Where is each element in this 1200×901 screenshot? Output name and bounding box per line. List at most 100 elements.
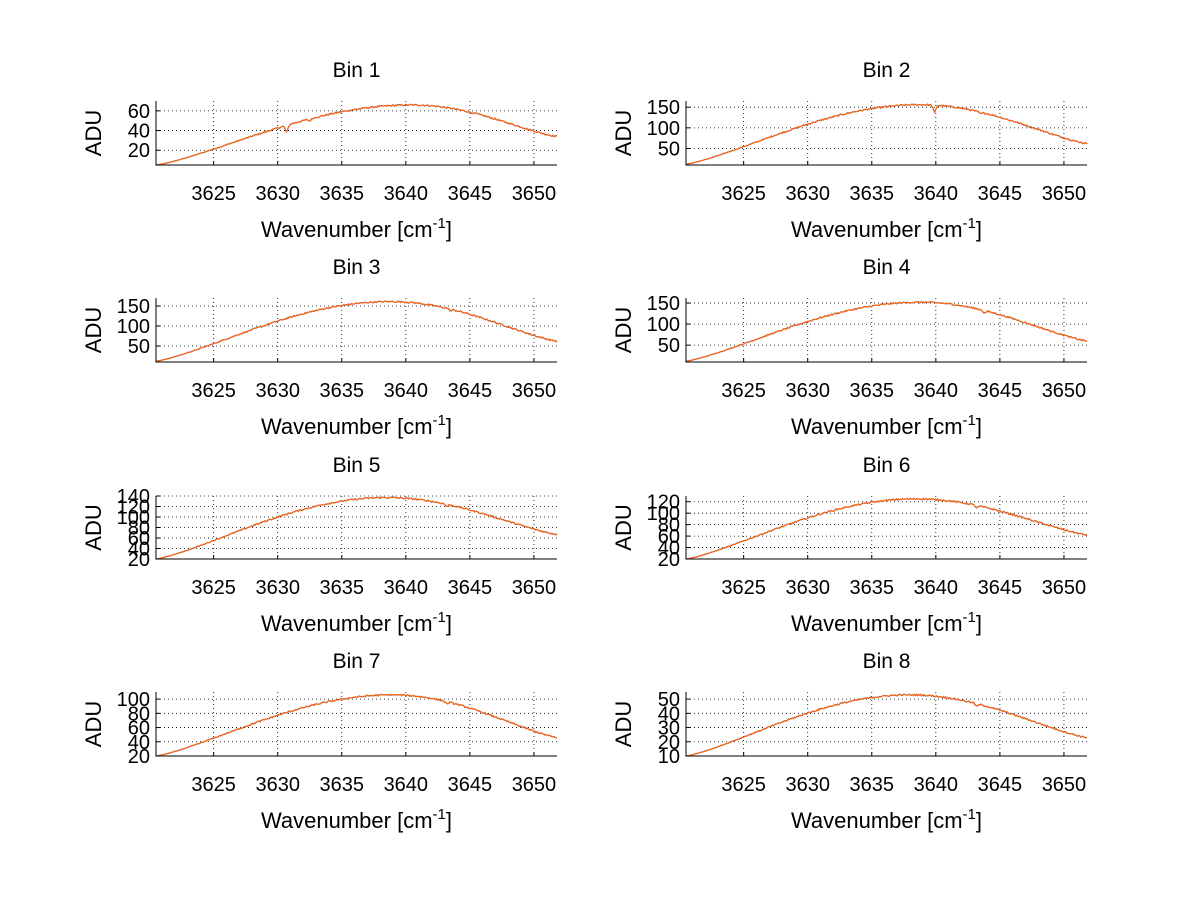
x-tick-label: 3640	[914, 577, 959, 599]
x-tick-label: 3625	[721, 774, 766, 796]
x-tick-label: 3625	[721, 380, 766, 402]
data-line	[685, 497, 1088, 560]
y-tick-label: 100	[647, 503, 680, 525]
x-tick-label: 3640	[914, 183, 959, 205]
x-tick-label: 3645	[978, 183, 1023, 205]
x-tick-label: 3635	[320, 183, 365, 205]
x-tick-label: 3645	[448, 774, 493, 796]
y-tick-label: 10	[658, 746, 680, 768]
data-line-secondary	[155, 103, 558, 166]
panel-title: Bin 2	[863, 59, 911, 82]
x-tick-label: 3635	[320, 380, 365, 402]
x-tick-label: 3650	[1042, 577, 1087, 599]
x-tick-label: 3635	[850, 577, 895, 599]
y-tick-label: 40	[128, 121, 150, 143]
data-line	[155, 693, 558, 757]
x-tick-label: 3645	[978, 774, 1023, 796]
x-tick-label: 3650	[512, 577, 557, 599]
x-tick-label: 3650	[512, 774, 557, 796]
panel-title: Bin 1	[333, 59, 381, 82]
y-tick-label: 60	[128, 528, 150, 550]
axes	[155, 692, 557, 757]
x-tick-label: 3625	[191, 577, 236, 599]
y-axis-label: ADU	[81, 110, 106, 156]
y-tick-label: 80	[658, 515, 680, 537]
x-tick-label: 3625	[191, 183, 236, 205]
x-tick-label: 3645	[448, 380, 493, 402]
axes	[685, 298, 1087, 363]
x-tick-label: 3650	[512, 183, 557, 205]
x-tick-label: 3640	[384, 183, 429, 205]
panel-title: Bin 7	[333, 650, 381, 673]
x-tick-label: 3630	[255, 183, 300, 205]
y-tick-label: 140	[117, 486, 150, 508]
data-line-secondary	[685, 693, 1088, 757]
y-tick-label: 20	[658, 549, 680, 571]
x-axis-label: Wavenumber [cm-1]	[261, 412, 452, 439]
x-tick-label: 3650	[512, 380, 557, 402]
y-tick-label: 40	[658, 538, 680, 560]
data-line-secondary	[685, 300, 1088, 362]
x-tick-label: 3625	[721, 183, 766, 205]
y-tick-label: 30	[658, 718, 680, 740]
y-tick-label: 20	[128, 549, 150, 571]
data-line	[155, 103, 558, 166]
y-tick-label: 120	[117, 497, 150, 519]
x-axis-label: Wavenumber [cm-1]	[261, 215, 452, 242]
data-line	[155, 496, 558, 560]
y-tick-label: 100	[117, 316, 150, 338]
x-axis-label: Wavenumber [cm-1]	[791, 609, 982, 636]
y-tick-label: 100	[647, 118, 680, 140]
panel-title: Bin 4	[863, 256, 911, 279]
y-tick-label: 40	[128, 539, 150, 561]
y-tick-label: 50	[658, 138, 680, 160]
y-tick-label: 50	[128, 336, 150, 358]
x-tick-label: 3650	[1042, 380, 1087, 402]
y-tick-label: 60	[128, 718, 150, 740]
x-tick-label: 3645	[978, 577, 1023, 599]
y-axis-label: ADU	[611, 504, 636, 550]
x-axis-label: Wavenumber [cm-1]	[791, 806, 982, 833]
data-line	[155, 300, 558, 362]
data-line-secondary	[685, 497, 1088, 560]
y-tick-label: 100	[117, 689, 150, 711]
panel-title: Bin 5	[333, 454, 381, 477]
y-axis-label: ADU	[81, 504, 106, 550]
axes	[685, 692, 1087, 757]
x-tick-label: 3645	[448, 183, 493, 205]
x-tick-label: 3630	[785, 380, 830, 402]
axes	[155, 298, 557, 363]
y-tick-label: 20	[658, 732, 680, 754]
x-tick-label: 3630	[255, 774, 300, 796]
x-tick-label: 3640	[914, 774, 959, 796]
x-axis-label: Wavenumber [cm-1]	[261, 609, 452, 636]
x-tick-label: 3630	[255, 380, 300, 402]
axes	[685, 101, 1087, 166]
x-tick-label: 3640	[384, 380, 429, 402]
x-tick-label: 3640	[384, 577, 429, 599]
x-tick-label: 3630	[785, 183, 830, 205]
x-axis-label: Wavenumber [cm-1]	[791, 412, 982, 439]
x-tick-label: 3635	[850, 183, 895, 205]
y-axis-label: ADU	[81, 307, 106, 353]
x-tick-label: 3635	[850, 774, 895, 796]
y-tick-label: 120	[647, 492, 680, 514]
x-axis-label: Wavenumber [cm-1]	[791, 215, 982, 242]
data-line	[685, 300, 1088, 362]
y-tick-label: 50	[658, 335, 680, 357]
y-tick-label: 100	[647, 314, 680, 336]
x-tick-label: 3650	[1042, 774, 1087, 796]
x-tick-label: 3630	[785, 774, 830, 796]
x-tick-label: 3625	[191, 380, 236, 402]
x-axis-label: Wavenumber [cm-1]	[261, 806, 452, 833]
data-line-secondary	[155, 693, 558, 757]
x-tick-label: 3630	[785, 577, 830, 599]
panel-title: Bin 3	[333, 256, 381, 279]
axes	[685, 496, 1087, 560]
x-tick-label: 3640	[384, 774, 429, 796]
panel-title: Bin 8	[863, 650, 911, 673]
y-tick-label: 150	[117, 296, 150, 318]
